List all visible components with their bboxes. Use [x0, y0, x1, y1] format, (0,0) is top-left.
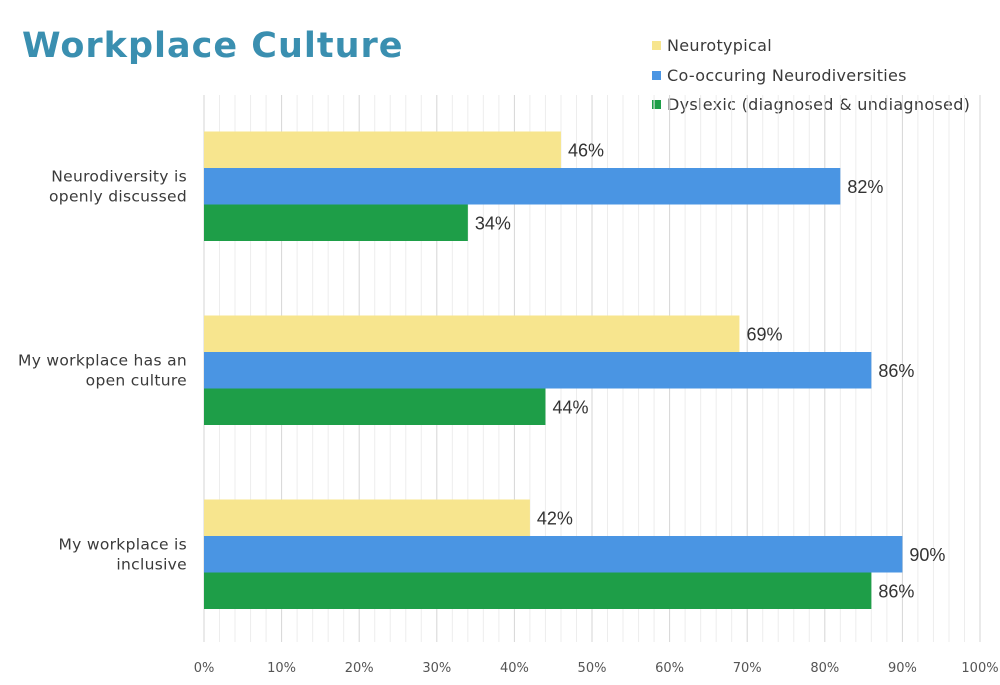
x-tick-label: 40%: [500, 661, 529, 676]
category-label-line: open culture: [86, 371, 187, 389]
x-tick-label: 10%: [267, 661, 296, 676]
data-label: 82%: [847, 177, 883, 197]
legend-item-neurotypical: Neurotypical: [652, 31, 970, 61]
data-label: 34%: [475, 213, 511, 233]
bar: [204, 131, 561, 168]
category-label: My workplace has an open culture: [18, 351, 187, 389]
bar: [204, 168, 841, 205]
category-label-line: My workplace is: [59, 535, 188, 553]
bar: [204, 352, 872, 389]
x-tick-label: 70%: [733, 661, 762, 676]
bar: [204, 388, 546, 425]
bar: [204, 315, 740, 352]
data-label: 69%: [746, 324, 782, 344]
data-label: 86%: [878, 581, 914, 601]
x-tick-label: 100%: [961, 661, 998, 676]
data-label: 42%: [537, 508, 573, 528]
category-label: Neurodiversity is openly discussed: [49, 167, 187, 205]
category-label: My workplace is inclusive: [59, 535, 188, 573]
bar: [204, 499, 530, 536]
bar: [204, 536, 903, 573]
legend-swatch: [652, 100, 661, 110]
x-tick-label: 60%: [655, 661, 684, 676]
legend: Neurotypical Co-occuring Neurodiversitie…: [652, 31, 970, 120]
category-label-line: openly discussed: [49, 187, 187, 205]
legend-item-dyslexic: Dyslexic (diagnosed & undiagnosed): [652, 90, 970, 120]
data-label: 44%: [552, 397, 588, 417]
legend-label: Co-occuring Neurodiversities: [667, 65, 907, 85]
category-label-line: inclusive: [116, 555, 187, 573]
data-label: 90%: [909, 545, 945, 565]
bar: [204, 572, 872, 609]
x-tick-label: 90%: [888, 661, 917, 676]
x-tick-label: 0%: [194, 661, 215, 676]
x-tick-label: 20%: [345, 661, 374, 676]
legend-label: Dyslexic (diagnosed & undiagnosed): [667, 95, 971, 115]
chart-title: Workplace Culture: [22, 26, 404, 66]
legend-item-co-occuring: Co-occuring Neurodiversities: [652, 61, 970, 91]
x-tick-label: 80%: [810, 661, 839, 676]
legend-swatch: [652, 70, 661, 80]
x-tick-label: 30%: [422, 661, 451, 676]
legend-label: Neurotypical: [667, 36, 772, 56]
legend-swatch: [652, 41, 661, 51]
category-label-line: Neurodiversity is: [51, 167, 187, 185]
category-label-line: My workplace has an: [18, 351, 187, 369]
bar: [204, 204, 468, 241]
data-label: 86%: [878, 361, 914, 381]
x-tick-label: 50%: [578, 661, 607, 676]
data-label: 46%: [568, 140, 604, 160]
